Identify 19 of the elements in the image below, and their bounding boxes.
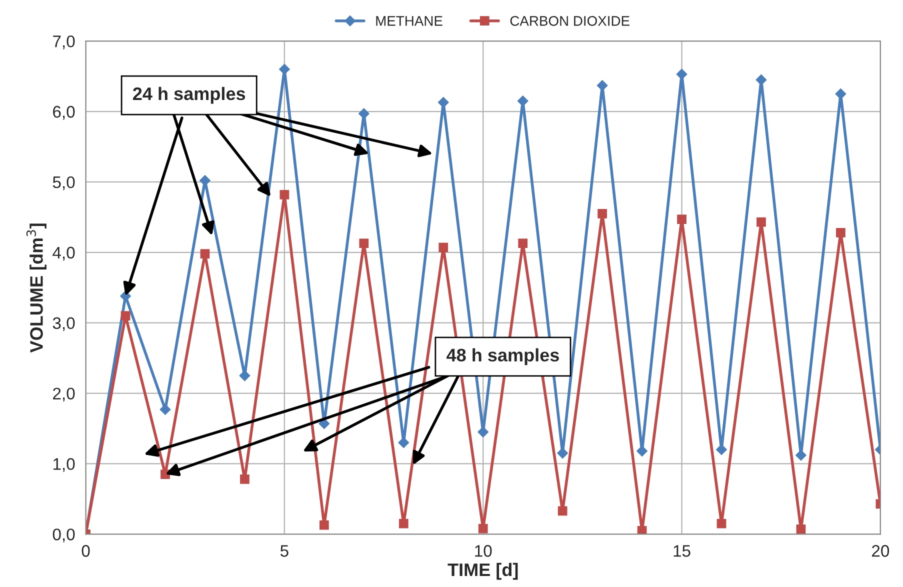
y-tick-label: 7,0 — [53, 35, 75, 50]
x-tick-label: 5 — [280, 545, 288, 557]
annotation: 48 h samples — [446, 348, 559, 366]
y-tick-label: 0,0 — [52, 528, 75, 542]
legend-label: METHANE — [376, 16, 442, 26]
y-tick-label: 5,0 — [52, 176, 75, 190]
y-tick-label: 3,0 — [52, 317, 75, 332]
legend-label: CARBON DIOXIDE — [510, 16, 630, 26]
x-axis-title: TIME [d] — [448, 562, 518, 580]
x-tick-label: 10 — [475, 545, 492, 557]
x-tick-label: 15 — [674, 545, 690, 557]
annotation: 24 h samples — [133, 86, 246, 104]
y-axis-title: VOLUME [dm$^{3}$] — [26, 224, 46, 353]
y-tick-label: 2,0 — [53, 388, 75, 402]
y-tick-label: 6,0 — [53, 106, 75, 120]
y-tick-label: 1,0 — [53, 458, 75, 472]
x-tick-label: 20 — [872, 545, 890, 557]
y-tick-label: 4,0 — [52, 246, 75, 261]
x-tick-label: 0 — [82, 545, 90, 557]
